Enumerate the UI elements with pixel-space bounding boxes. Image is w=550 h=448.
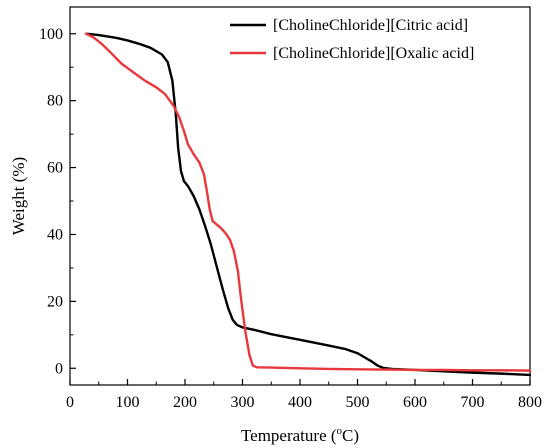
x-tick-label: 800: [518, 394, 542, 411]
axis-ticks: 0 100 200 300 400 500 600 700 800 0 20 40 60 80 100: [39, 26, 542, 411]
x-tick-label: 0: [66, 394, 74, 411]
y-tick-label: 100: [39, 26, 63, 43]
y-tick-label: 40: [47, 226, 63, 243]
x-tick-label: 400: [288, 394, 312, 411]
plot-frame: [69, 6, 531, 386]
x-tick-label: 600: [403, 394, 427, 411]
legend-label-citric: [CholineChloride][Citric acid]: [273, 17, 468, 34]
x-tick-label: 300: [231, 394, 255, 411]
y-tick-label: 0: [55, 360, 63, 377]
x-tick-label: 500: [346, 394, 370, 411]
y-tick-label: 80: [47, 93, 63, 110]
y-tick-label: 60: [47, 160, 63, 177]
legend: [CholineChloride][Citric acid] [CholineC…: [230, 17, 474, 62]
legend-label-oxalic: [CholineChloride][Oxalic acid]: [273, 45, 474, 62]
x-tick-label: 200: [173, 394, 197, 411]
y-axis-title: Weight (%): [9, 157, 28, 235]
series-line-1: [84, 32, 532, 372]
y-tick-label: 20: [47, 293, 63, 310]
x-tick-label: 100: [116, 394, 140, 411]
x-axis-title: Temperature (oC): [241, 425, 359, 445]
series-line-0: [86, 32, 532, 377]
series-layer: [84, 32, 532, 377]
x-tick-label: 700: [461, 394, 485, 411]
